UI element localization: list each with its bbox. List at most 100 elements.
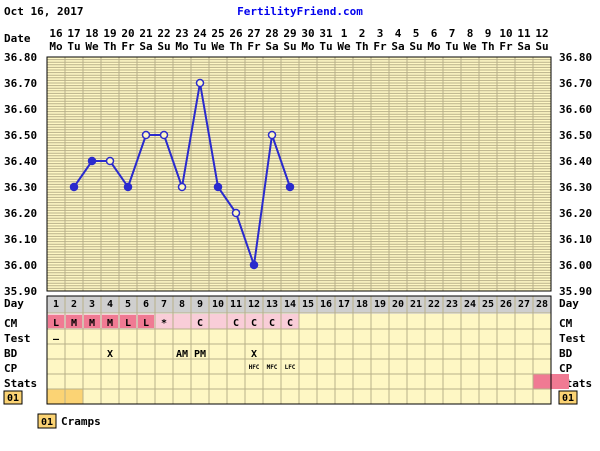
cycle-day-number: 2 (71, 299, 77, 310)
cycle-day-number: 7 (161, 299, 167, 310)
cm-cell-red (48, 315, 64, 328)
temperature-point[interactable] (105, 156, 115, 166)
temperature-point[interactable] (159, 130, 169, 140)
cm-entry: C (197, 318, 203, 329)
cm-entry: M (107, 318, 113, 329)
bd-label-left: BD (4, 347, 18, 360)
cycle-day-number: 3 (89, 299, 95, 310)
cycle-day-number: 13 (266, 299, 278, 310)
legend-swatch (37, 413, 57, 429)
temperature-point[interactable] (213, 182, 223, 192)
cm-cell-shade (155, 314, 173, 329)
weekday-label: Sa (139, 40, 152, 53)
temperature-point[interactable] (231, 208, 241, 218)
y-tick-label-left: 36.20 (4, 207, 37, 220)
temperature-point[interactable] (141, 130, 151, 140)
y-tick-label-right: 36.60 (559, 103, 592, 116)
bd-entry: X (251, 349, 257, 360)
cm-cell-shade (173, 314, 191, 329)
weekday-label: We (337, 40, 351, 53)
test-label-left: Test (4, 332, 31, 345)
cycle-day-number: 6 (143, 299, 149, 310)
symptom-code-left: 01 (7, 393, 19, 404)
cycle-day-number: 1 (53, 299, 59, 310)
temperature-point[interactable] (285, 182, 295, 192)
cm-cell-shade (245, 314, 263, 329)
weekday-label: Fr (121, 40, 135, 53)
date-number: 11 (517, 27, 531, 40)
cycle-day-number: 5 (125, 299, 131, 310)
temperature-point[interactable] (195, 78, 205, 88)
cycle-day-number: 21 (410, 299, 422, 310)
y-tick-label-right: 36.80 (559, 51, 592, 64)
cm-entry: C (233, 318, 239, 329)
y-tick-label-right: 36.50 (559, 129, 592, 142)
symptom-mark (65, 389, 83, 404)
test-entry: – (53, 334, 60, 345)
temperature-point[interactable] (177, 182, 187, 192)
cycle-day-number: 16 (320, 299, 332, 310)
temperature-point[interactable] (69, 182, 79, 192)
temperature-point[interactable] (87, 156, 97, 166)
weekday-label: Fr (247, 40, 261, 53)
test-label-right: Test (559, 332, 586, 345)
y-tick-label-left: 36.40 (4, 155, 37, 168)
weekday-label: Su (157, 40, 170, 53)
cm-cell-shade (227, 314, 245, 329)
cp-label-left: CP (4, 362, 18, 375)
cycle-day-number: 24 (464, 299, 476, 310)
date-number: 24 (193, 27, 207, 40)
cycle-day-number: 17 (338, 299, 350, 310)
date-number: 4 (395, 27, 402, 40)
weekday-label: Tu (319, 40, 332, 53)
cycle-day-number: 10 (212, 299, 224, 310)
cm-entry: C (251, 318, 257, 329)
cycle-day-number: 12 (248, 299, 260, 310)
weekday-label: Th (355, 40, 368, 53)
cm-entry: M (89, 318, 95, 329)
cm-entry: C (269, 318, 275, 329)
date-number: 25 (211, 27, 224, 40)
date-number: 27 (247, 27, 260, 40)
date-number: 12 (535, 27, 548, 40)
weekday-label: Th (229, 40, 242, 53)
y-tick-label-right: 36.70 (559, 77, 592, 90)
cycle-day-number: 14 (284, 299, 296, 310)
temperature-point[interactable] (249, 260, 259, 270)
y-tick-label-right: 36.10 (559, 233, 592, 246)
weekday-label: We (211, 40, 225, 53)
date-number: 10 (499, 27, 512, 40)
cm-cell-red (102, 315, 118, 328)
weekday-label: Su (535, 40, 548, 53)
cycle-day-number: 20 (392, 299, 404, 310)
weekday-label: Tu (193, 40, 206, 53)
y-tick-label-right: 36.30 (559, 181, 592, 194)
cm-cell-shade (191, 314, 209, 329)
chart-date-stamp: Oct 16, 2017 (4, 5, 83, 18)
symptom-code-right-box (558, 390, 578, 405)
y-tick-label-right: 36.20 (559, 207, 592, 220)
cm-label-right: CM (559, 317, 573, 330)
temperature-point[interactable] (123, 182, 133, 192)
cp-entry: LFC (285, 364, 296, 371)
cm-cell-shade (281, 314, 299, 329)
date-number: 26 (229, 27, 243, 40)
cycle-day-number: 11 (230, 299, 242, 310)
stats-label-left: Stats (4, 377, 37, 390)
cm-entry: L (143, 318, 149, 329)
table-border (46, 295, 552, 405)
date-number: 29 (283, 27, 296, 40)
date-number: 21 (139, 27, 153, 40)
fertility-friend-brand[interactable]: FertilityFriend.com (237, 5, 363, 18)
symptom-code-left-box (3, 390, 23, 405)
cm-entry: L (125, 318, 131, 329)
date-number: 1 (341, 27, 348, 40)
temperature-point[interactable] (267, 130, 277, 140)
date-number: 23 (175, 27, 188, 40)
date-number: 16 (49, 27, 63, 40)
date-number: 2 (359, 27, 366, 40)
y-tick-label-left: 36.50 (4, 129, 37, 142)
cycle-day-number: 25 (482, 299, 494, 310)
weekday-label: Mo (427, 40, 441, 53)
